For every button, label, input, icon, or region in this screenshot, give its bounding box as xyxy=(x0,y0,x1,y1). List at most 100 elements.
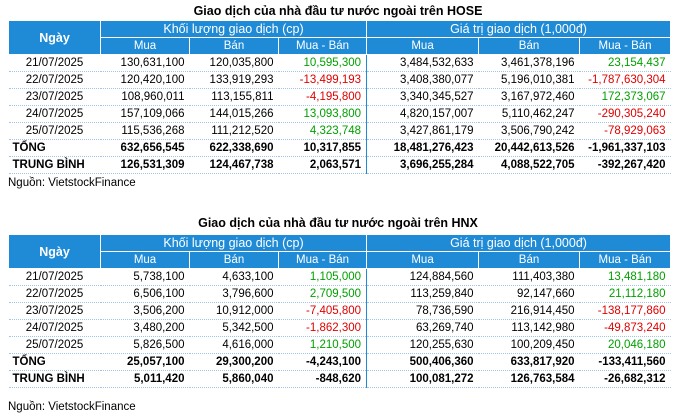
vol-sell-header: Bán xyxy=(189,251,279,269)
val-buy-cell: 4,820,157,007 xyxy=(366,105,479,123)
row-date: 25/07/2025 xyxy=(8,336,101,354)
vol-sell-cell: 113,155,811 xyxy=(189,88,279,106)
vol-buy-cell: 120,420,100 xyxy=(100,71,190,89)
val-net-cell: 23,154,437 xyxy=(579,54,671,72)
average-val-sell: 4,088,522,705 xyxy=(478,156,580,174)
val-buy-cell: 63,269,740 xyxy=(366,319,479,337)
average-label: TRUNG BÌNH xyxy=(8,156,101,174)
vol-buy-cell: 157,109,066 xyxy=(100,105,190,123)
total-val-buy: 18,481,276,423 xyxy=(366,139,479,157)
vol-net-cell: -13,499,193 xyxy=(278,71,367,89)
row-date: 25/07/2025 xyxy=(8,122,101,140)
average-vol-net: 2,063,571 xyxy=(278,156,367,174)
table-row: 21/07/2025 130,631,100 120,035,800 10,595,3… xyxy=(8,54,671,72)
value-group-header: Giá trị giao dịch (1,000đ) xyxy=(366,234,672,252)
hose-table-body: 21/07/2025 130,631,100 120,035,800 10,595,3… xyxy=(8,54,671,174)
table-row: 23/07/2025 3,506,200 10,912,000 -7,405,800 7… xyxy=(8,302,671,320)
val-buy-header: Mua xyxy=(366,37,480,55)
vol-sell-cell: 133,919,293 xyxy=(189,71,279,89)
hnx-table: Ngày Khối lượng giao dịch (cp) Giá trị g… xyxy=(8,234,672,388)
vol-sell-header: Bán xyxy=(189,37,279,55)
vol-sell-cell: 4,633,100 xyxy=(189,268,279,286)
row-date: 24/07/2025 xyxy=(8,105,101,123)
val-net-header: Mua - Bán xyxy=(579,37,672,55)
val-buy-cell: 113,259,840 xyxy=(366,285,479,303)
total-val-sell: 633,817,920 xyxy=(478,353,580,371)
date-header: Ngày xyxy=(8,234,101,269)
total-val-buy: 500,406,360 xyxy=(366,353,479,371)
average-val-sell: 126,763,584 xyxy=(478,370,580,388)
average-val-net: -26,682,312 xyxy=(579,370,671,388)
vol-sell-cell: 10,912,000 xyxy=(189,302,279,320)
table-row: 25/07/2025 5,826,500 4,616,000 1,210,500 120… xyxy=(8,336,671,354)
total-val-sell: 20,442,613,526 xyxy=(478,139,580,157)
row-date: 21/07/2025 xyxy=(8,268,101,286)
val-net-cell: 13,481,180 xyxy=(579,268,671,286)
val-buy-cell: 3,408,380,077 xyxy=(366,71,479,89)
average-vol-buy: 126,531,309 xyxy=(100,156,190,174)
vol-buy-header: Mua xyxy=(100,37,190,55)
row-date: 23/07/2025 xyxy=(8,88,101,106)
average-row: TRUNG BÌNH 126,531,309 124,467,738 2,063,57… xyxy=(8,156,671,174)
average-row: TRUNG BÌNH 5,011,420 5,860,040 -848,620 100,… xyxy=(8,370,671,388)
volume-group-header: Khối lượng giao dịch (cp) xyxy=(99,234,368,252)
val-sell-cell: 3,461,378,196 xyxy=(478,54,580,72)
table-row: 24/07/2025 3,480,200 5,342,500 -1,862,300 63… xyxy=(8,319,671,337)
table-row: 24/07/2025 157,109,066 144,015,266 13,093,8… xyxy=(8,105,671,123)
vol-sell-cell: 3,796,600 xyxy=(189,285,279,303)
average-vol-buy: 5,011,420 xyxy=(100,370,190,388)
vol-buy-cell: 115,536,268 xyxy=(100,122,190,140)
vol-buy-cell: 3,506,200 xyxy=(100,302,190,320)
val-net-cell: -290,305,240 xyxy=(579,105,671,123)
val-buy-cell: 3,340,345,527 xyxy=(366,88,479,106)
hnx-title: Giao dịch của nhà đầu tư nước ngoài trên… xyxy=(198,216,478,230)
vol-sell-cell: 4,616,000 xyxy=(189,336,279,354)
row-date: 22/07/2025 xyxy=(8,71,101,89)
vol-buy-header: Mua xyxy=(100,251,190,269)
value-group-header: Giá trị giao dịch (1,000đ) xyxy=(366,20,672,38)
total-vol-sell: 29,300,200 xyxy=(189,353,279,371)
hnx-source: Nguồn: VietstockFinance xyxy=(8,401,136,413)
average-vol-net: -848,620 xyxy=(278,370,367,388)
val-sell-cell: 111,403,380 xyxy=(478,268,580,286)
val-buy-cell: 120,255,630 xyxy=(366,336,479,354)
val-sell-header: Bán xyxy=(478,37,581,55)
vol-buy-cell: 3,480,200 xyxy=(100,319,190,337)
date-header: Ngày xyxy=(8,20,101,55)
average-val-buy: 100,081,272 xyxy=(366,370,479,388)
vol-net-cell: 1,210,500 xyxy=(278,336,367,354)
val-sell-cell: 100,209,450 xyxy=(478,336,580,354)
vol-sell-cell: 5,342,500 xyxy=(189,319,279,337)
table-row: 22/07/2025 6,506,100 3,796,600 2,709,500 113… xyxy=(8,285,671,303)
row-date: 24/07/2025 xyxy=(8,319,101,337)
average-label: TRUNG BÌNH xyxy=(8,370,101,388)
val-sell-cell: 5,196,010,381 xyxy=(478,71,580,89)
vol-sell-cell: 111,212,520 xyxy=(189,122,279,140)
vol-net-cell: -7,405,800 xyxy=(278,302,367,320)
table-row: 25/07/2025 115,536,268 111,212,520 4,323,74… xyxy=(8,122,671,140)
val-buy-cell: 124,884,560 xyxy=(366,268,479,286)
vol-net-cell: 1,105,000 xyxy=(278,268,367,286)
vol-buy-cell: 6,506,100 xyxy=(100,285,190,303)
vol-net-cell: 10,595,300 xyxy=(278,54,367,72)
val-buy-cell: 3,427,861,179 xyxy=(366,122,479,140)
row-date: 22/07/2025 xyxy=(8,285,101,303)
total-vol-buy: 25,057,100 xyxy=(100,353,190,371)
total-val-net: -133,411,560 xyxy=(579,353,671,371)
total-row: TỔNG 25,057,100 29,300,200 -4,243,100 500,40… xyxy=(8,353,671,371)
val-buy-cell: 3,484,532,633 xyxy=(366,54,479,72)
vol-net-cell: 4,323,748 xyxy=(278,122,367,140)
val-net-cell: -1,787,630,304 xyxy=(579,71,671,89)
average-vol-sell: 5,860,040 xyxy=(189,370,279,388)
hnx-table-body: 21/07/2025 5,738,100 4,633,100 1,105,000 124… xyxy=(8,268,671,388)
val-sell-cell: 113,142,980 xyxy=(478,319,580,337)
val-sell-header: Bán xyxy=(478,251,581,269)
val-net-cell: -78,929,063 xyxy=(579,122,671,140)
average-vol-sell: 124,467,738 xyxy=(189,156,279,174)
vol-net-cell: -1,862,300 xyxy=(278,319,367,337)
vol-buy-cell: 108,960,011 xyxy=(100,88,190,106)
vol-buy-cell: 5,738,100 xyxy=(100,268,190,286)
average-val-buy: 3,696,255,284 xyxy=(366,156,479,174)
val-net-cell: 21,112,180 xyxy=(579,285,671,303)
vol-sell-cell: 144,015,266 xyxy=(189,105,279,123)
